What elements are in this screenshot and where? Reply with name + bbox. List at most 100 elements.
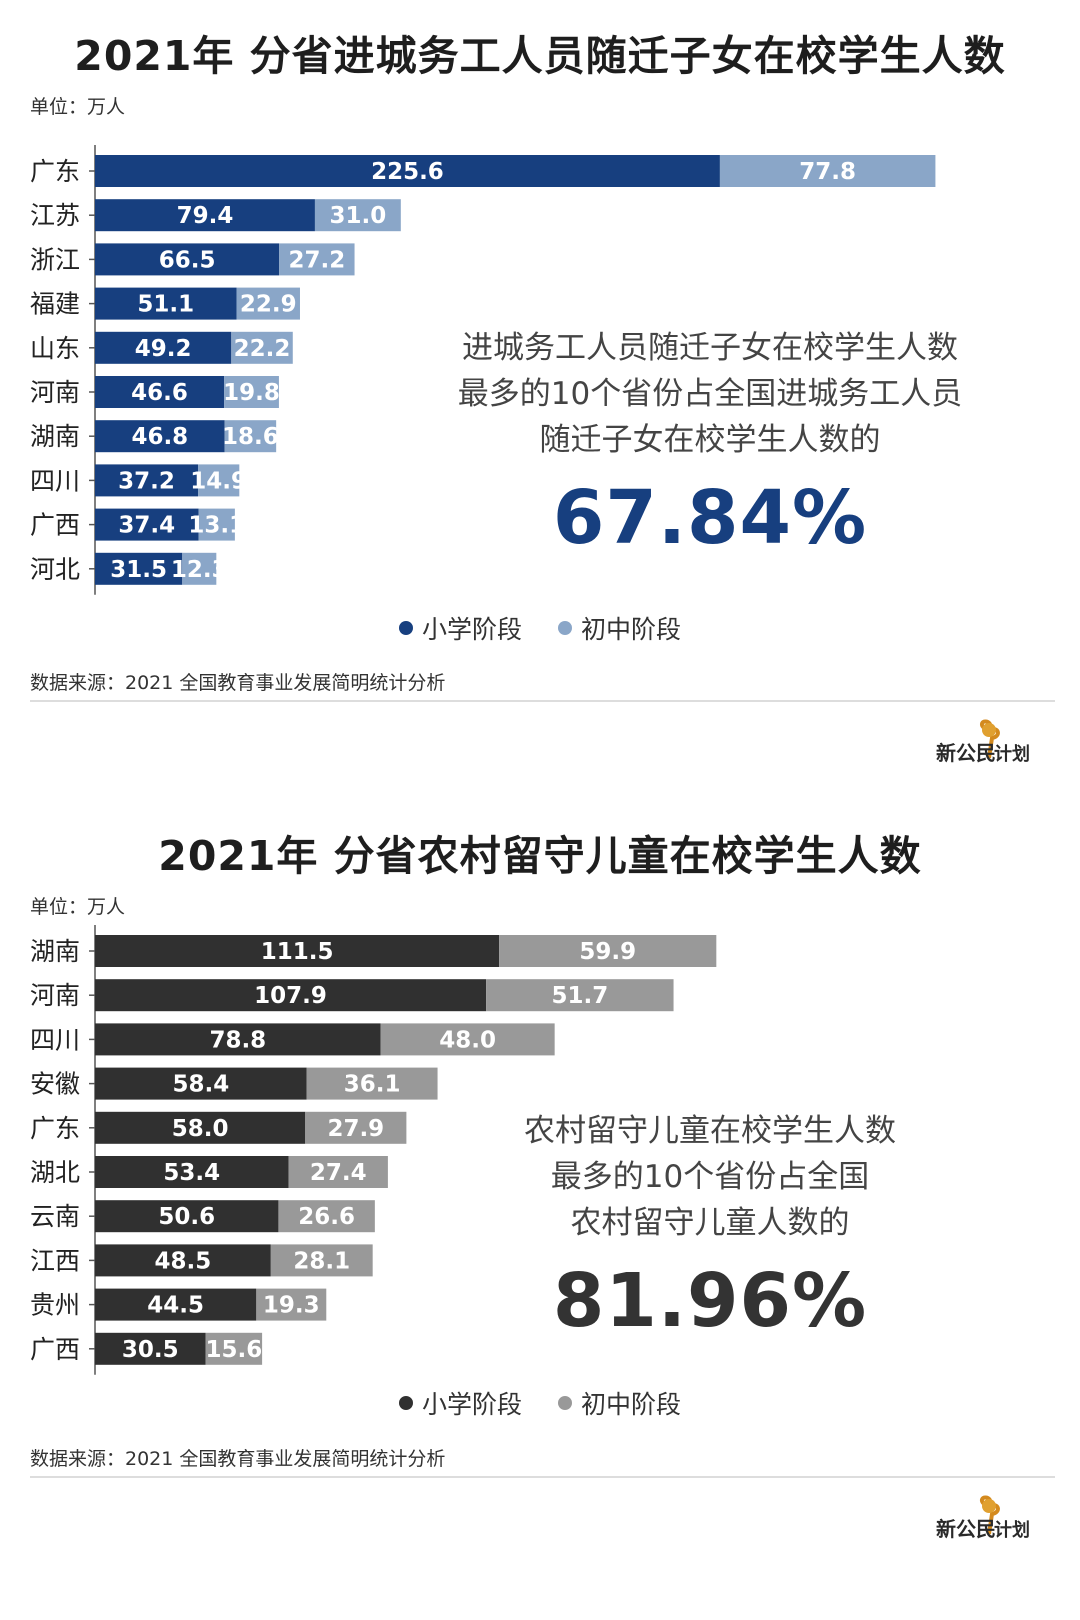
- data-label-secondary: 26.6: [298, 1204, 355, 1230]
- bar-secondary: [198, 508, 235, 541]
- bar-secondary: [278, 1200, 375, 1233]
- bar-secondary: [279, 243, 355, 276]
- data-label-secondary: 19.8: [223, 380, 280, 406]
- category-label: 云南: [30, 1202, 80, 1231]
- data-label-secondary: 27.4: [310, 1160, 367, 1186]
- bar-chart-left-behind-children: 湖南 111.5 59.9 河南 107.9 51.7 四川 78.8 48.0 安徽 58.4 36…: [30, 925, 717, 1375]
- callout-line: 随迁子女在校学生人数的: [539, 422, 881, 458]
- chart-panel-left-behind-children: 2021年 分省农村留守儿童在校学生人数 单位：万人 湖南 111.5 59.9 河南…: [0, 800, 1080, 1600]
- svg-text:新公民: 新公民: [936, 741, 996, 765]
- data-label-secondary: 14.9: [190, 468, 247, 494]
- legend-label: 初中阶段: [580, 615, 681, 644]
- category-label: 江苏: [30, 201, 80, 230]
- legend-label: 小学阶段: [422, 615, 523, 644]
- data-label-secondary: 27.9: [327, 1116, 384, 1142]
- category-label: 江西: [30, 1246, 80, 1275]
- callout-line: 农村留守儿童人数的: [570, 1205, 850, 1241]
- category-label: 四川: [30, 466, 80, 495]
- legend-dot-icon: [399, 1396, 413, 1410]
- bar-secondary: [236, 287, 300, 320]
- bar-secondary: [306, 1067, 438, 1100]
- svg-text:计划: 计划: [994, 743, 1030, 765]
- bar-primary: [95, 420, 225, 453]
- legend-label: 初中阶段: [580, 1390, 681, 1419]
- bar-primary: [95, 331, 232, 364]
- bar-chart-migrant-children: 广东 225.6 77.8 江苏 79.4 31.0 浙江 66.5 27.2 福建 51.1 22.…: [30, 145, 936, 595]
- bar-secondary: [288, 1156, 388, 1188]
- bar-secondary: [231, 331, 293, 364]
- bar-secondary: [719, 155, 936, 187]
- data-label-primary: 78.8: [209, 1027, 266, 1053]
- data-label-secondary: 12.3: [171, 557, 228, 583]
- data-label-primary: 51.1: [137, 292, 194, 318]
- legend-item-primary: 小学阶段: [399, 610, 522, 646]
- data-label-secondary: 48.0: [439, 1027, 496, 1053]
- data-label-secondary: 31.0: [329, 203, 386, 229]
- xingongmin-logo-icon: 新公民 计划: [936, 719, 1030, 765]
- data-label-secondary: 51.7: [551, 983, 608, 1009]
- unit-label: 单位：万人: [30, 896, 126, 918]
- bar-primary: [95, 1332, 206, 1365]
- category-label: 广西: [30, 1335, 80, 1364]
- category-label: 湖南: [30, 937, 80, 966]
- chart-title: 2021年 分省进城务工人员随迁子女在校学生人数: [74, 32, 1006, 80]
- bar-primary: [95, 1067, 307, 1100]
- bar-primary: [95, 464, 199, 497]
- category-label: 四川: [30, 1025, 80, 1054]
- callout-percentage: 67.84%: [552, 475, 868, 561]
- bar-secondary: [314, 199, 401, 232]
- bar-primary: [95, 243, 280, 276]
- data-label-primary: 58.0: [172, 1116, 229, 1142]
- data-label-primary: 49.2: [135, 336, 192, 362]
- bar-primary: [95, 935, 500, 967]
- data-label-secondary: 27.2: [289, 247, 346, 273]
- data-label-primary: 66.5: [159, 247, 216, 273]
- callout-line: 最多的10个省份占全国: [550, 1159, 870, 1195]
- category-label: 湖南: [30, 422, 80, 451]
- chart-title: 2021年 分省农村留守儿童在校学生人数: [158, 832, 922, 880]
- bar-secondary: [205, 1332, 263, 1365]
- data-label-primary: 111.5: [261, 939, 334, 965]
- data-label-primary: 79.4: [177, 203, 234, 229]
- category-label: 湖北: [30, 1158, 80, 1187]
- bar-secondary: [499, 935, 717, 967]
- data-label-secondary: 77.8: [799, 159, 856, 185]
- bar-primary: [95, 199, 315, 232]
- bar-secondary: [270, 1244, 373, 1277]
- data-label-primary: 107.9: [254, 983, 327, 1009]
- data-label-primary: 44.5: [147, 1293, 204, 1319]
- bar-primary: [95, 287, 237, 320]
- category-label: 浙江: [30, 245, 80, 274]
- data-label-secondary: 36.1: [344, 1072, 401, 1098]
- data-label-primary: 58.4: [172, 1072, 229, 1098]
- unit-label: 单位：万人: [30, 96, 126, 118]
- bar-secondary: [305, 1111, 407, 1144]
- bar-secondary: [256, 1288, 327, 1321]
- category-label: 安徽: [30, 1070, 80, 1099]
- callout-block: 农村留守儿童在校学生人数 最多的10个省份占全国 农村留守儿童人数的 81.96…: [430, 1108, 990, 1344]
- divider: [30, 700, 1055, 702]
- divider: [30, 1476, 1055, 1478]
- callout-line: 进城务工人员随迁子女在校学生人数: [462, 330, 958, 366]
- source-note: 数据来源：2021 全国教育事业发展简明统计分析: [30, 1448, 446, 1470]
- legend: 小学阶段 初中阶段: [0, 1385, 1080, 1421]
- data-label-primary: 46.8: [131, 424, 188, 450]
- legend-dot-icon: [399, 621, 413, 635]
- data-label-secondary: 28.1: [293, 1248, 350, 1274]
- callout-percentage: 81.96%: [552, 1258, 868, 1344]
- bar-primary: [95, 1288, 257, 1321]
- bar-primary: [95, 155, 720, 187]
- svg-text:计划: 计划: [994, 1519, 1030, 1541]
- bar-primary: [95, 508, 199, 541]
- data-label-primary: 31.5: [110, 557, 167, 583]
- category-label: 贵州: [30, 1291, 80, 1320]
- data-label-secondary: 22.9: [240, 292, 297, 318]
- data-label-primary: 37.4: [118, 513, 175, 539]
- legend-item-secondary: 初中阶段: [557, 1385, 681, 1421]
- legend-item-primary: 小学阶段: [399, 1385, 522, 1421]
- data-label-secondary: 59.9: [579, 939, 636, 965]
- data-label-primary: 225.6: [371, 159, 444, 185]
- category-label: 山东: [30, 334, 80, 363]
- bar-primary: [95, 979, 487, 1012]
- data-label-primary: 53.4: [163, 1160, 220, 1186]
